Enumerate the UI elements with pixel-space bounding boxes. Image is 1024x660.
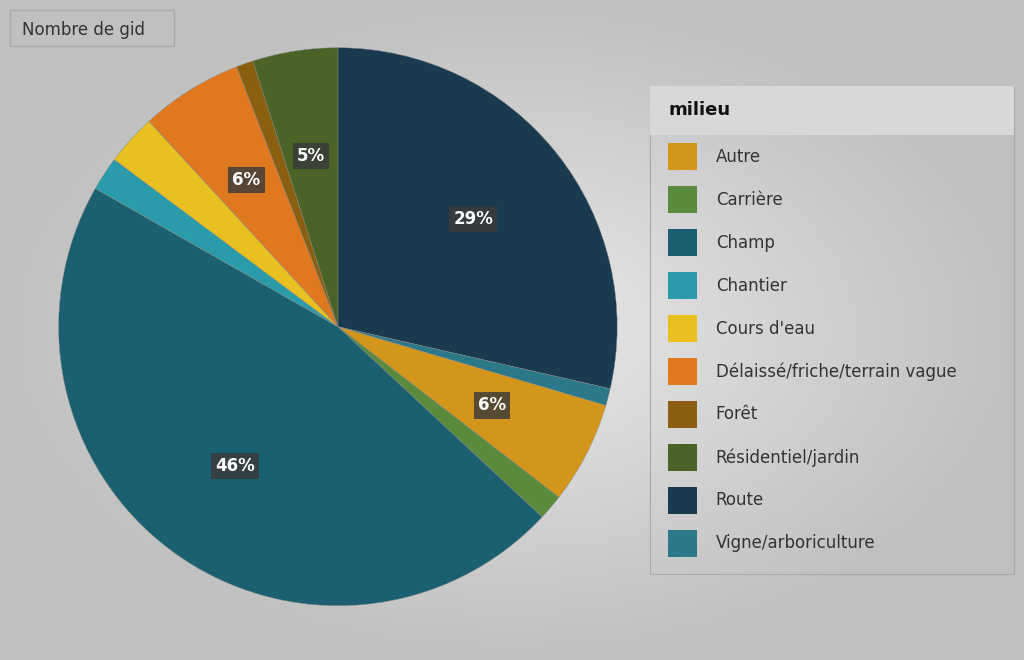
Bar: [669, 143, 697, 170]
Text: 46%: 46%: [215, 457, 255, 475]
Text: milieu: milieu: [669, 101, 730, 119]
Text: 5%: 5%: [297, 147, 326, 165]
Text: 29%: 29%: [454, 210, 494, 228]
Bar: [669, 444, 697, 471]
Text: Chantier: Chantier: [716, 277, 786, 294]
Wedge shape: [338, 327, 610, 405]
Bar: [669, 530, 697, 557]
Bar: [669, 186, 697, 213]
Bar: [650, 86, 1014, 135]
Wedge shape: [58, 189, 542, 606]
Text: Résidentiel/jardin: Résidentiel/jardin: [716, 448, 860, 467]
Text: 6%: 6%: [232, 171, 260, 189]
Wedge shape: [115, 121, 338, 327]
Bar: [669, 229, 697, 256]
Wedge shape: [338, 48, 617, 389]
Bar: [669, 358, 697, 385]
Text: Autre: Autre: [716, 148, 761, 166]
Bar: [669, 487, 697, 514]
Wedge shape: [150, 67, 338, 327]
Wedge shape: [338, 327, 606, 497]
Text: 6%: 6%: [478, 397, 506, 414]
Text: Cours d'eau: Cours d'eau: [716, 319, 815, 337]
Text: Carrière: Carrière: [716, 191, 782, 209]
Text: Nombre de gid: Nombre de gid: [22, 21, 144, 39]
Text: Forêt: Forêt: [716, 405, 758, 424]
Bar: [669, 272, 697, 299]
Text: Champ: Champ: [716, 234, 774, 251]
Wedge shape: [237, 61, 338, 327]
Wedge shape: [253, 48, 338, 327]
Text: Délaissé/friche/terrain vague: Délaissé/friche/terrain vague: [716, 362, 956, 381]
Text: Vigne/arboriculture: Vigne/arboriculture: [716, 535, 876, 552]
Bar: [669, 315, 697, 342]
Wedge shape: [95, 160, 338, 327]
Bar: [669, 401, 697, 428]
Wedge shape: [338, 327, 559, 517]
Text: Route: Route: [716, 492, 764, 510]
